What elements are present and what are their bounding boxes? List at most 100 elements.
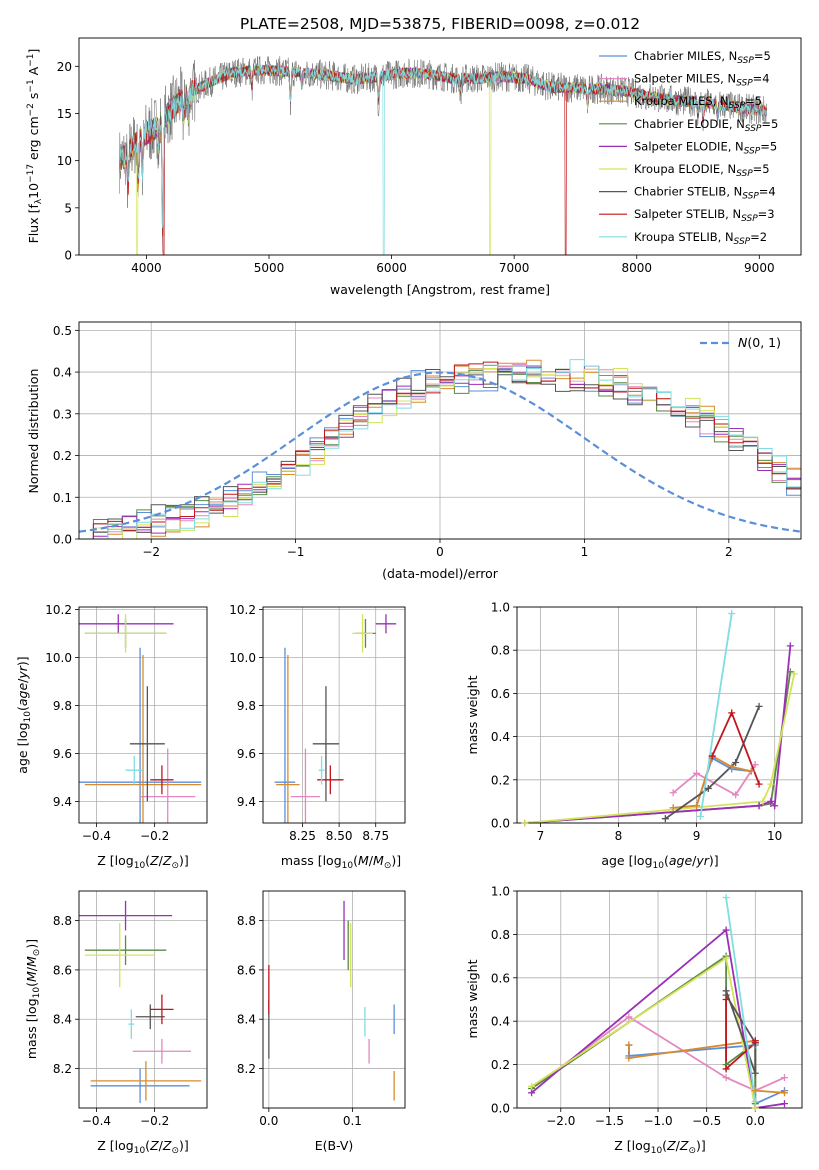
weight-marker — [780, 1074, 788, 1082]
y-tick-label: 0.2 — [491, 1058, 510, 1072]
x-tick-label: 9 — [693, 829, 701, 843]
weight-marker — [708, 752, 716, 760]
x-axis-label: Z [log10(Z/Z⊙)] — [97, 1138, 189, 1156]
x-tick-label: 6000 — [376, 261, 407, 275]
x-tick-label: 0.1 — [343, 1114, 362, 1128]
label-part: yr — [695, 853, 709, 868]
weight-marker — [625, 1054, 633, 1062]
x-tick-label: 0.0 — [259, 1114, 278, 1128]
label-part: / — [15, 678, 30, 683]
y-tick-label: 0.2 — [53, 449, 72, 463]
weight-series — [699, 613, 733, 817]
label-part: N — [727, 162, 736, 176]
label-part: =5 — [745, 94, 762, 108]
axes-frame — [516, 890, 803, 1109]
label-part: Kroupa ELODIE, — [634, 162, 727, 176]
x-tick-label: 4000 — [131, 261, 162, 275]
x-tick-label: 8.25 — [289, 829, 316, 843]
weight-marker — [693, 769, 701, 777]
label-part: / — [24, 966, 39, 971]
label-part: A — [26, 66, 41, 79]
legend-entry: Chabrier ELODIE, NSSP=5 — [634, 117, 778, 134]
label-part: −17 — [26, 164, 36, 183]
label-part: age — [15, 683, 30, 707]
label-part: SSP — [729, 101, 746, 111]
legend-entry: Salpeter MILES, NSSP=4 — [634, 72, 770, 89]
y-tick-label: 8.6 — [237, 963, 256, 977]
x-tick-label: 7 — [537, 829, 545, 843]
label-part: =5 — [761, 117, 778, 131]
x-tick-label: −0.5 — [692, 1114, 721, 1128]
label-part: Z — [149, 1138, 159, 1153]
x-axis-label: E(B-V) — [315, 1138, 354, 1153]
label-part: =3 — [758, 207, 775, 221]
x-tick-label: −1 — [287, 545, 305, 559]
weight-marker — [625, 1013, 633, 1021]
weight-series — [664, 706, 760, 820]
weight-marker — [528, 1082, 536, 1090]
y-tick-label: 8.2 — [237, 1062, 256, 1076]
y-tick-label: 0.8 — [491, 644, 510, 658]
label-part: / — [692, 853, 697, 868]
label-part: N — [732, 207, 741, 221]
x-tick-label: −0.4 — [82, 1114, 111, 1128]
plot-area — [274, 614, 397, 823]
label-part: 10 — [134, 1146, 146, 1156]
y-tick-label: 10 — [57, 154, 72, 168]
y-tick-label: 0.2 — [491, 773, 510, 787]
weight-marker — [722, 996, 730, 1003]
histogram-series — [79, 359, 801, 539]
weight-marker — [696, 813, 704, 821]
weight-marker — [728, 763, 736, 771]
axes-frame — [78, 606, 208, 824]
legend-entry: Chabrier MILES, NSSP=5 — [634, 49, 771, 66]
label-part: ⊙ — [384, 861, 392, 871]
label-part: SSP — [744, 146, 761, 156]
weight-series — [524, 673, 796, 823]
label-part: N — [738, 335, 748, 350]
label-part: N — [735, 139, 744, 153]
weight-marker — [661, 815, 669, 823]
chart-residuals: −2 −1 0 1 2 0.0 0.1 0.2 0.3 0.4 0.5 (data-model)/er… — [26, 321, 802, 581]
label-part: ] — [26, 49, 41, 54]
axes-frame — [78, 37, 802, 256]
figure-title: PLATE=2508, MJD=53875, FIBERID=0098, z=0… — [240, 15, 640, 33]
x-tick-label: 2 — [725, 545, 733, 559]
label-part: s — [26, 93, 41, 104]
y-tick-label: 9.8 — [53, 699, 72, 713]
weight-marker — [728, 609, 736, 617]
label-part: N — [734, 185, 743, 199]
y-tick-label: 8.4 — [237, 1013, 256, 1027]
label-part: =5 — [760, 139, 777, 153]
label-part: N — [729, 49, 738, 63]
weight-marker — [751, 1104, 759, 1112]
label-part: Flux [f — [26, 204, 41, 244]
x-tick-label: −0.2 — [140, 829, 169, 843]
weight-marker — [786, 668, 794, 676]
y-tick-label: 0.6 — [491, 687, 510, 701]
label-part: SSP — [736, 169, 753, 179]
weight-marker — [755, 780, 763, 788]
x-tick-label: −2.0 — [546, 1114, 575, 1128]
weight-marker — [751, 1037, 759, 1045]
label-part: Chabrier ELODIE, — [634, 117, 736, 131]
y-tick-label: 0.3 — [53, 407, 72, 421]
label-part: mass [log — [24, 998, 39, 1059]
label-part: / — [369, 853, 374, 868]
weight-marker — [528, 1089, 536, 1097]
label-part: 10 — [653, 861, 665, 871]
weight-marker — [767, 797, 775, 805]
label-part: M — [24, 971, 39, 982]
label-part: =4 — [759, 185, 776, 199]
y-tick-label: 0.6 — [491, 971, 510, 985]
weight-marker — [521, 819, 529, 827]
weight-marker — [751, 1069, 759, 1077]
y-tick-label: 10.0 — [45, 651, 72, 665]
label-part: N — [736, 117, 745, 131]
label-part: )] — [179, 853, 189, 868]
label-part: SSP — [734, 237, 751, 247]
label-part: )] — [15, 656, 30, 666]
y-tick-label: 10.2 — [229, 603, 256, 617]
